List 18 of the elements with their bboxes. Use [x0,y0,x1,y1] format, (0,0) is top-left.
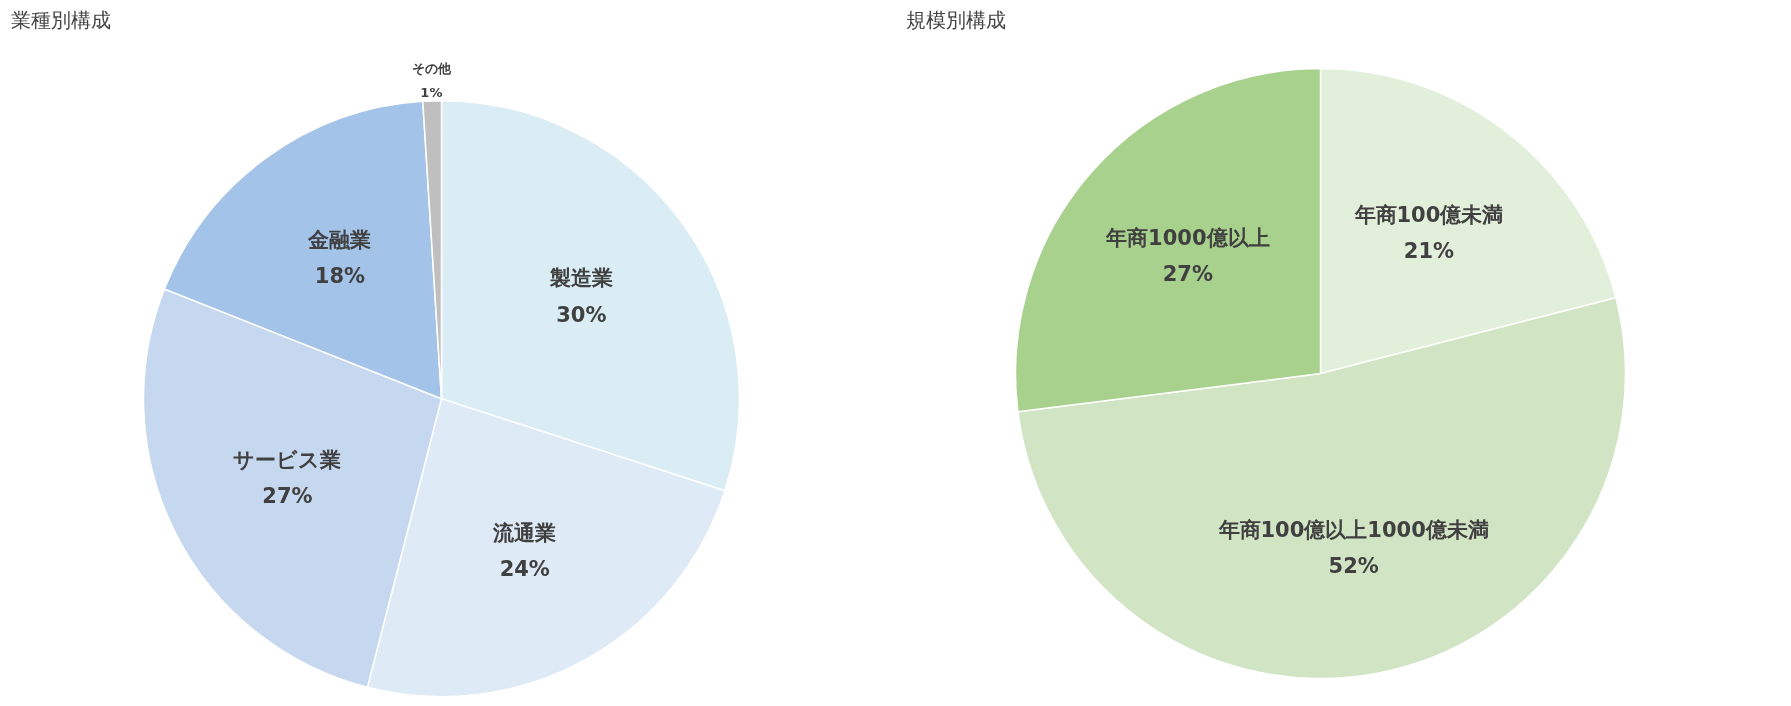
slice-label: 流通業 [492,520,557,545]
data-label: 27% [262,483,313,508]
chart-title: 規模別構成 [905,7,1006,32]
slice-label: 年商100億以上1000億未満 [1217,518,1489,543]
data-label: 18% [314,264,366,289]
data-label: 30% [556,302,607,327]
data-label: 1% [420,85,443,101]
data-label: 21% [1403,239,1455,264]
chart-title: 業種別構成 [10,7,111,32]
data-label: 27% [1162,261,1213,286]
slice-label: 年商1000億以上 [1105,225,1270,250]
data-label: 52% [1328,554,1379,579]
data-label: 24% [499,557,550,582]
slice-label: サービス業 [233,447,342,472]
slice-label: 金融業 [307,227,372,252]
slice-label: 年商100億未満 [1353,202,1504,227]
slice-label: 製造業 [548,266,613,291]
slice-label: その他 [411,61,452,77]
